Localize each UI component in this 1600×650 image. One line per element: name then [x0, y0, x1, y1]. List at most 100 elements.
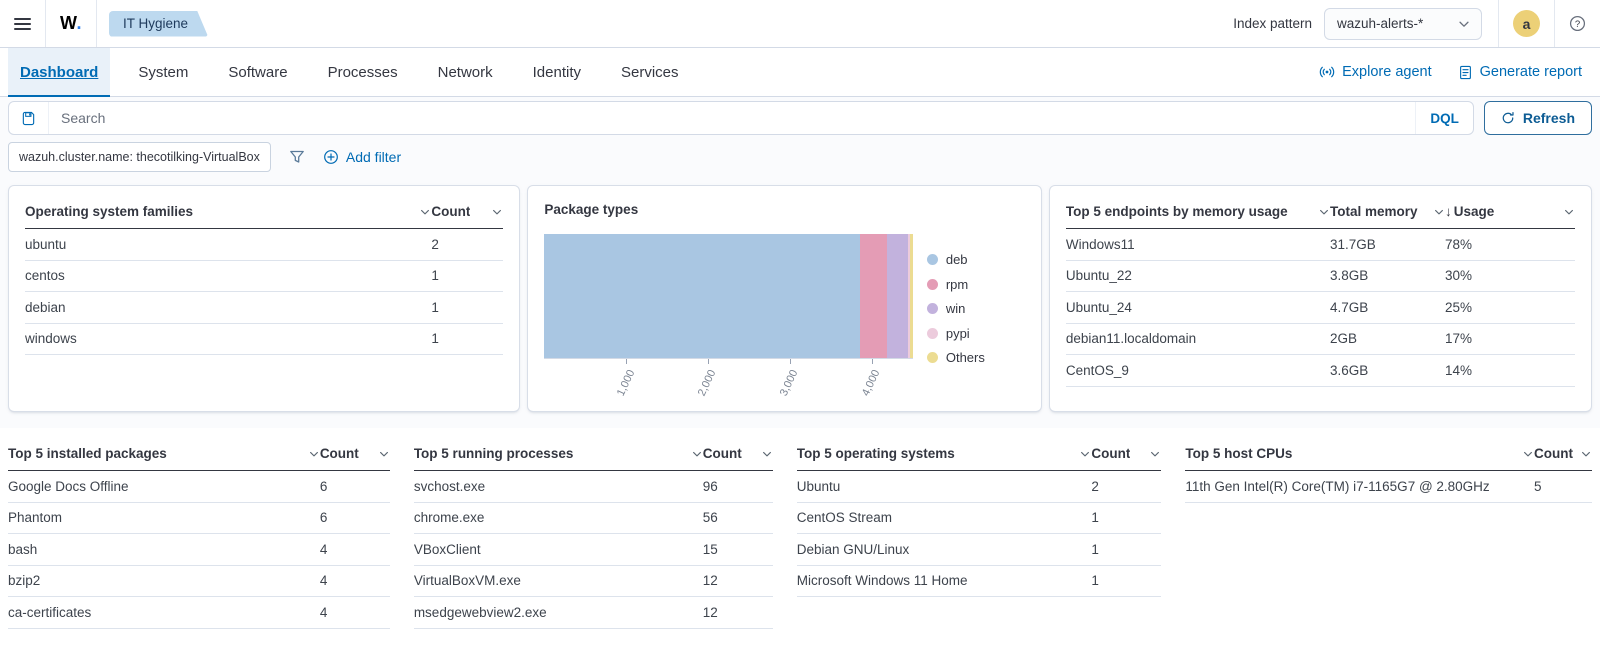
table-cell: 17% [1444, 323, 1575, 355]
table-row: Ubuntu_24 4.7GB 25% [1065, 291, 1575, 324]
legend-item-deb[interactable]: deb [926, 252, 1025, 267]
explore-agent-label: Explore agent [1342, 64, 1432, 80]
operating-systems-table: Top 5 operating systems Count Ubuntu 2 CentO… [796, 444, 1162, 629]
divider [96, 0, 98, 47]
package-types-plot: 1,000 2,000 3,000 4,000 [544, 224, 913, 406]
avatar[interactable]: a [1513, 10, 1540, 37]
tab-services[interactable]: Services [621, 63, 679, 81]
table-cell: CentOS Stream [796, 502, 1092, 534]
column-header[interactable]: Top 5 running processes [413, 444, 703, 471]
legend-item-pypi[interactable]: pypi [926, 326, 1025, 341]
column-header[interactable]: Top 5 host CPUs [1185, 444, 1534, 471]
column-header[interactable]: Count [702, 444, 773, 471]
help-button[interactable]: ? [1555, 0, 1600, 47]
divider [1554, 0, 1555, 47]
query-language-button[interactable]: DQL [1415, 102, 1473, 134]
table-cell: Google Docs Offline [8, 470, 320, 503]
legend-label: win [945, 301, 966, 316]
chevron-down-icon [692, 451, 701, 456]
column-header[interactable]: Top 5 installed packages [8, 444, 320, 471]
index-pattern-select[interactable]: wazuh-alerts-* [1324, 7, 1482, 40]
table-cell: 2 [431, 228, 504, 261]
query-bar: DQL Refresh [0, 101, 1600, 135]
explore-agent-button[interactable]: Explore agent [1319, 64, 1432, 80]
column-header[interactable]: Count [1534, 444, 1592, 471]
column-header[interactable]: Count [1091, 444, 1162, 471]
installed-packages-table: Top 5 installed packages Count Google Docs… [8, 444, 390, 629]
table-row: CentOS_9 3.6GB 14% [1065, 354, 1575, 387]
tab-software[interactable]: Software [228, 63, 288, 81]
chevron-down-icon [1524, 451, 1532, 456]
column-header[interactable]: ↓ Usage [1444, 202, 1575, 229]
hamburger-menu-icon[interactable] [14, 17, 31, 30]
bar-segment-Others[interactable] [910, 234, 913, 358]
table-cell: CentOS_9 [1065, 354, 1330, 387]
tab-dashboard[interactable]: Dashboard [8, 48, 111, 97]
filter-options-button[interactable] [289, 149, 305, 165]
column-header[interactable]: Operating system families [25, 202, 432, 229]
column-header[interactable]: Count [431, 202, 504, 229]
svg-text:?: ? [1575, 19, 1580, 30]
tab-network[interactable]: Network [437, 63, 493, 81]
table-cell: 1 [431, 291, 504, 324]
refresh-button[interactable]: Refresh [1483, 101, 1592, 135]
legend-item-rpm[interactable]: rpm [926, 277, 1025, 292]
generate-report-button[interactable]: Generate report [1458, 64, 1582, 80]
table-cell: 31.7GB [1329, 228, 1445, 261]
bar-segment-win[interactable] [887, 234, 908, 358]
table-row: ubuntu 2 [25, 228, 504, 261]
table-cell: Ubuntu_24 [1065, 291, 1330, 324]
table-cell: 30% [1444, 260, 1575, 292]
chevron-down-icon [379, 451, 388, 456]
panel-memory-usage: Top 5 endpoints by memory usage Total mem… [1048, 185, 1592, 412]
bar-segment-pypi[interactable] [907, 234, 911, 358]
column-header[interactable]: Total memory [1329, 202, 1445, 229]
axis-tick [789, 359, 791, 364]
table-cell: debian [25, 291, 432, 324]
tab-processes[interactable]: Processes [327, 63, 398, 81]
os-families-table: Operating system families Count ubuntu 2 cen… [25, 202, 504, 355]
table-cell: 1 [1091, 533, 1162, 566]
column-header[interactable]: Top 5 endpoints by memory usage [1065, 202, 1330, 229]
column-header[interactable]: Count [319, 444, 390, 471]
logo-segment: W. [46, 0, 96, 47]
add-filter-label: Add filter [345, 149, 402, 165]
bar-segment-rpm[interactable] [859, 234, 888, 358]
table-cell: Debian GNU/Linux [796, 533, 1092, 566]
chevron-down-icon [1459, 21, 1469, 27]
chevron-down-icon [1565, 209, 1573, 214]
breadcrumb[interactable]: IT Hygiene [109, 11, 208, 37]
table-row: Debian GNU/Linux 1 [796, 533, 1162, 566]
table-row: svchost.exe 96 [413, 470, 773, 503]
funnel-icon [290, 150, 304, 163]
table-cell: centos [25, 260, 432, 292]
tab-system[interactable]: System [138, 63, 189, 81]
axis-tick-label: 2,000 [696, 368, 719, 399]
table-cell: 2 [1091, 470, 1162, 503]
legend-item-Others[interactable]: Others [926, 350, 1025, 365]
table-cell: Ubuntu [796, 470, 1092, 503]
generate-report-label: Generate report [1479, 64, 1582, 80]
legend-item-win[interactable]: win [926, 301, 1025, 316]
legend-label: deb [945, 252, 968, 267]
search-input[interactable] [49, 110, 1416, 126]
top-header-bar: W. IT Hygiene Index pattern wazuh-alerts… [0, 0, 1600, 48]
filter-pill[interactable]: wazuh.cluster.name: thecotilking-Virtual… [8, 142, 271, 172]
column-header[interactable]: Top 5 operating systems [796, 444, 1092, 471]
table-cell: ca-certificates [8, 596, 320, 629]
panel-os-families: Operating system families Count ubuntu 2 cen… [8, 185, 521, 412]
wazuh-logo[interactable]: W. [60, 13, 83, 33]
table-cell: 3.6GB [1329, 354, 1445, 387]
tab-identity[interactable]: Identity [532, 63, 581, 81]
table-cell: Ubuntu_22 [1065, 260, 1330, 292]
table-cell: 1 [1091, 502, 1162, 534]
panel-package-types: Package types 1,000 2,000 3,000 4,000 deb rp… [527, 185, 1042, 412]
filter-bar: wazuh.cluster.name: thecotilking-Virtual… [0, 142, 1600, 172]
add-filter-button[interactable]: Add filter [323, 149, 401, 165]
chevron-down-icon [421, 209, 430, 214]
table-row: VBoxClient 15 [413, 533, 773, 566]
save-query-button[interactable] [9, 102, 49, 134]
table-cell: 12 [702, 565, 773, 597]
bar-segment-deb[interactable] [544, 234, 860, 358]
search-box: DQL [8, 101, 1474, 135]
